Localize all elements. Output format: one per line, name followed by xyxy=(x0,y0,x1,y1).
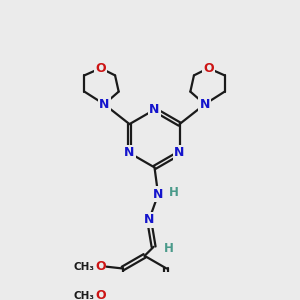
Text: N: N xyxy=(99,98,110,111)
Text: N: N xyxy=(153,188,163,201)
Text: N: N xyxy=(200,98,210,111)
Text: O: O xyxy=(95,289,106,300)
Text: N: N xyxy=(200,98,210,111)
Text: CH₃: CH₃ xyxy=(74,262,95,272)
Text: O: O xyxy=(95,62,106,75)
Text: N: N xyxy=(124,146,135,160)
Text: N: N xyxy=(99,98,110,111)
Text: H: H xyxy=(169,186,179,199)
Text: O: O xyxy=(95,260,106,273)
Text: H: H xyxy=(164,242,173,255)
Text: O: O xyxy=(203,62,214,75)
Text: N: N xyxy=(149,103,160,116)
Text: N: N xyxy=(174,146,185,160)
Text: N: N xyxy=(144,213,154,226)
Text: CH₃: CH₃ xyxy=(74,291,95,300)
